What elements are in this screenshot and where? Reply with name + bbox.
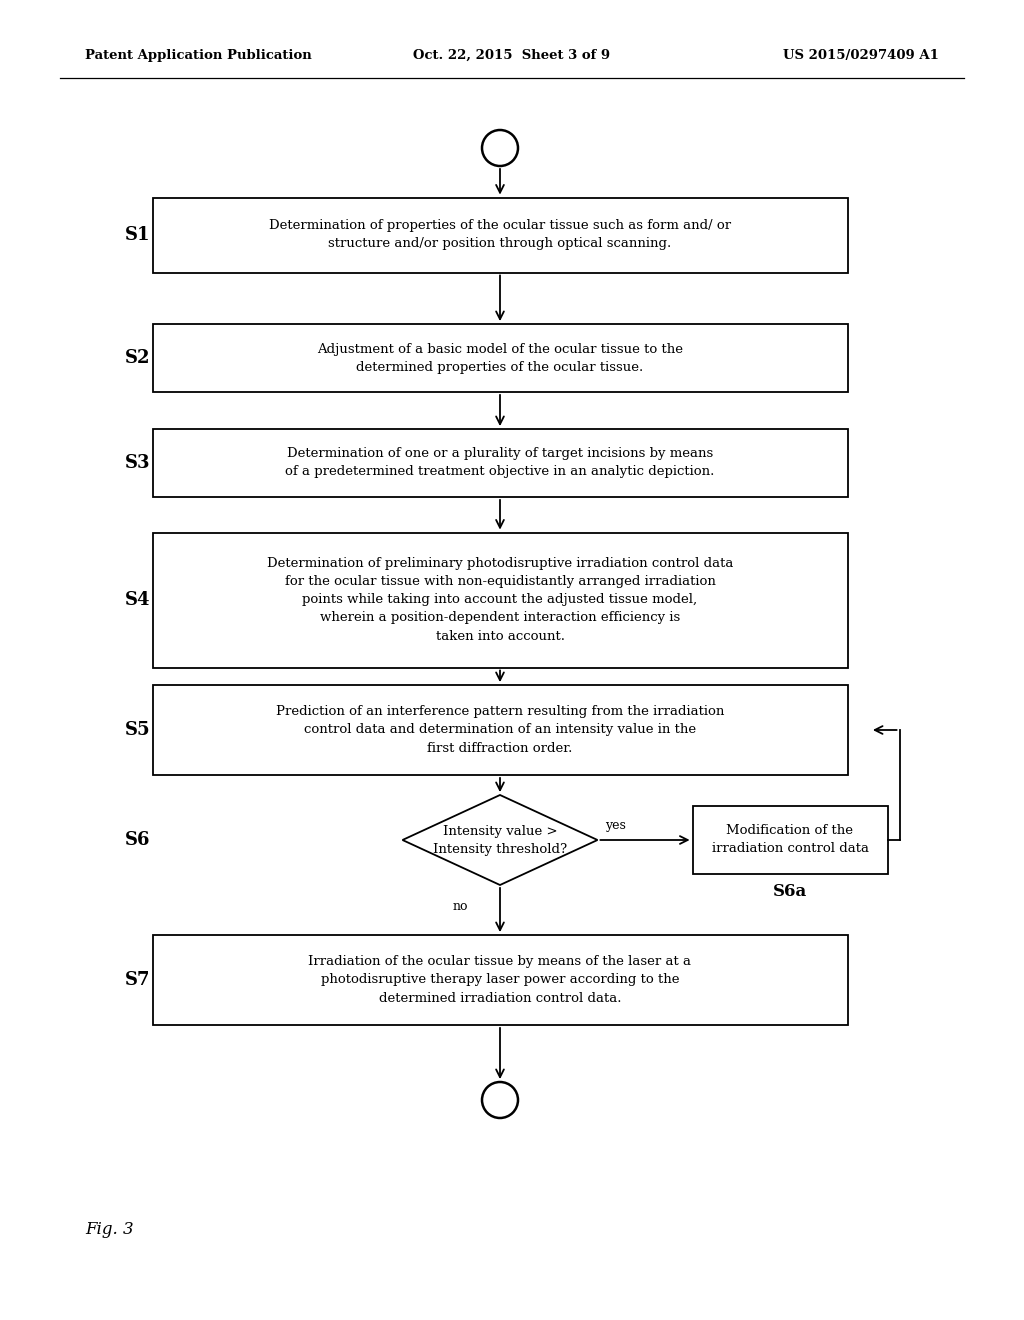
Text: Oct. 22, 2015  Sheet 3 of 9: Oct. 22, 2015 Sheet 3 of 9 (414, 49, 610, 62)
Text: Modification of the
irradiation control data: Modification of the irradiation control … (712, 825, 868, 855)
Text: Patent Application Publication: Patent Application Publication (85, 49, 311, 62)
Text: yes: yes (605, 820, 627, 833)
Polygon shape (402, 795, 597, 884)
Text: Adjustment of a basic model of the ocular tissue to the
determined properties of: Adjustment of a basic model of the ocula… (317, 342, 683, 374)
Text: Prediction of an interference pattern resulting from the irradiation
control dat: Prediction of an interference pattern re… (275, 705, 724, 755)
Text: Intensity value >
Intensity threshold?: Intensity value > Intensity threshold? (433, 825, 567, 855)
Text: Irradiation of the ocular tissue by means of the laser at a
photodisruptive ther: Irradiation of the ocular tissue by mean… (308, 956, 691, 1005)
Text: S6: S6 (125, 832, 151, 849)
Text: S6a: S6a (773, 883, 807, 900)
FancyBboxPatch shape (153, 935, 848, 1026)
FancyBboxPatch shape (153, 532, 848, 668)
Text: S5: S5 (125, 721, 151, 739)
Circle shape (482, 129, 518, 166)
FancyBboxPatch shape (153, 429, 848, 498)
FancyBboxPatch shape (153, 198, 848, 272)
FancyBboxPatch shape (153, 323, 848, 392)
FancyBboxPatch shape (153, 685, 848, 775)
Text: S4: S4 (125, 591, 151, 609)
Text: Determination of properties of the ocular tissue such as form and/ or
structure : Determination of properties of the ocula… (269, 219, 731, 251)
Text: Fig. 3: Fig. 3 (85, 1221, 133, 1238)
Circle shape (482, 1082, 518, 1118)
Text: S1: S1 (125, 226, 151, 244)
FancyBboxPatch shape (692, 807, 888, 874)
Text: S7: S7 (125, 972, 151, 989)
Text: US 2015/0297409 A1: US 2015/0297409 A1 (783, 49, 939, 62)
Text: Determination of preliminary photodisruptive irradiation control data
for the oc: Determination of preliminary photodisrup… (267, 557, 733, 643)
Text: S3: S3 (125, 454, 151, 473)
Text: no: no (453, 900, 468, 913)
Text: S2: S2 (125, 348, 151, 367)
Text: Determination of one or a plurality of target incisions by means
of a predetermi: Determination of one or a plurality of t… (286, 447, 715, 479)
